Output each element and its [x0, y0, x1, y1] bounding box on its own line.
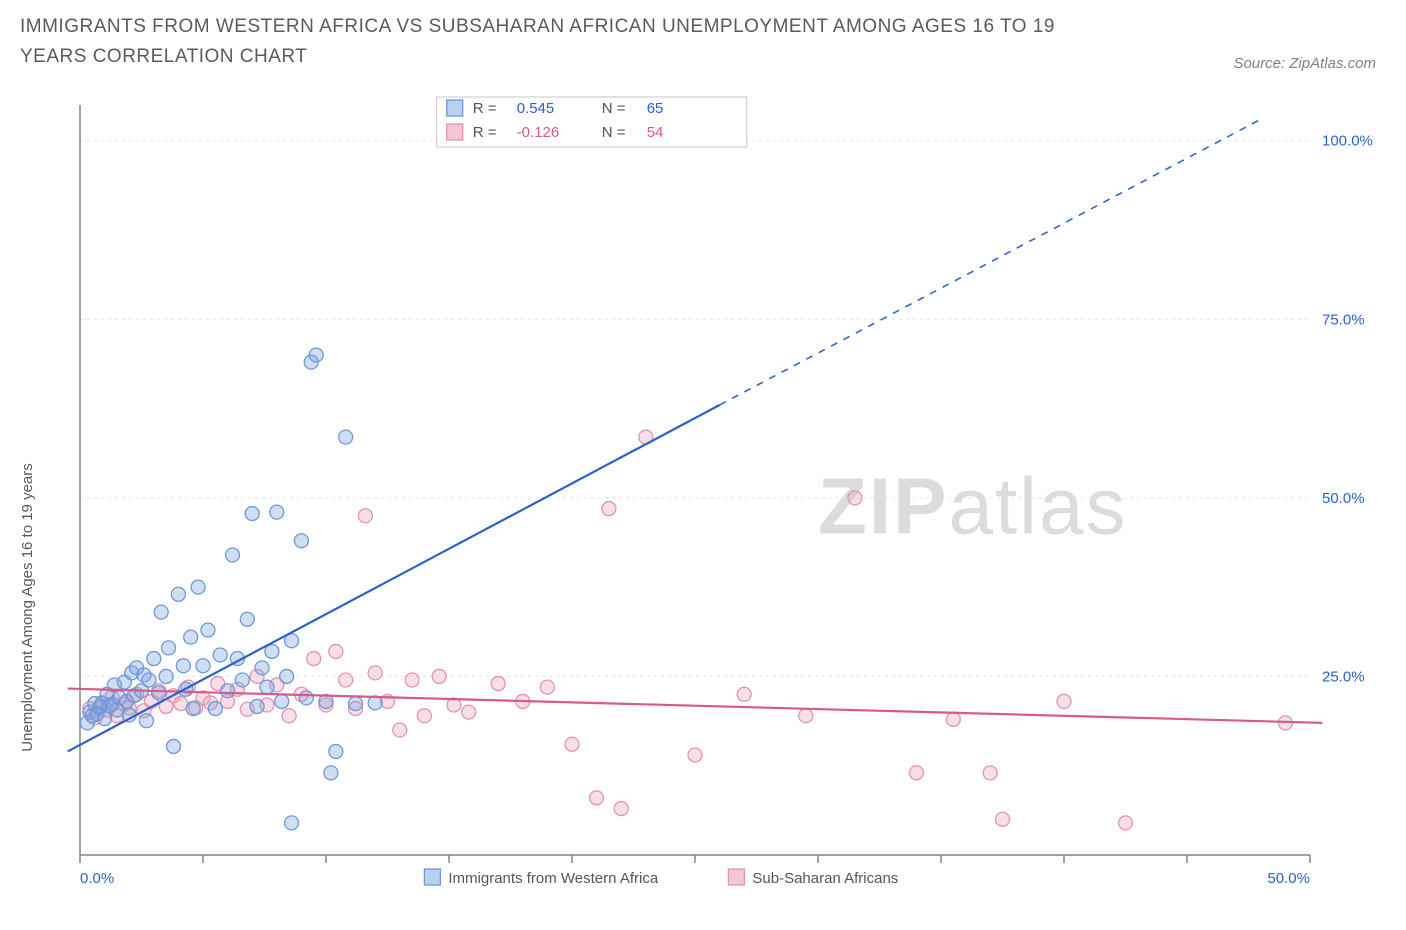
correlation-chart: 0.0%50.0%25.0%50.0%75.0%100.0%ZIPatlasUn… [60, 95, 1380, 895]
chart-title: IMMIGRANTS FROM WESTERN AFRICA VS SUBSAH… [20, 12, 1120, 73]
chart-svg: 0.0%50.0%25.0%50.0%75.0%100.0%ZIPatlasUn… [60, 95, 1380, 895]
svg-text:65: 65 [647, 100, 664, 117]
svg-text:Immigrants from Western Africa: Immigrants from Western Africa [448, 870, 658, 887]
svg-text:Sub-Saharan Africans: Sub-Saharan Africans [752, 870, 898, 887]
svg-text:N =: N = [602, 100, 626, 117]
svg-text:50.0%: 50.0% [1267, 870, 1310, 887]
svg-text:50.0%: 50.0% [1322, 490, 1365, 507]
svg-text:75.0%: 75.0% [1322, 311, 1365, 328]
svg-text:-0.126: -0.126 [517, 124, 560, 141]
svg-text:100.0%: 100.0% [1322, 133, 1373, 150]
svg-text:R =: R = [473, 124, 497, 141]
svg-text:0.545: 0.545 [517, 100, 555, 117]
svg-text:N =: N = [602, 124, 626, 141]
svg-text:R =: R = [473, 100, 497, 117]
source-label: Source: ZipAtlas.com [1233, 55, 1376, 72]
svg-text:0.0%: 0.0% [80, 870, 114, 887]
svg-text:Unemployment Among Ages 16 to: Unemployment Among Ages 16 to 19 years [19, 463, 36, 752]
svg-text:25.0%: 25.0% [1322, 668, 1365, 685]
svg-text:54: 54 [647, 124, 664, 141]
svg-text:ZIPatlas: ZIPatlas [818, 462, 1127, 551]
